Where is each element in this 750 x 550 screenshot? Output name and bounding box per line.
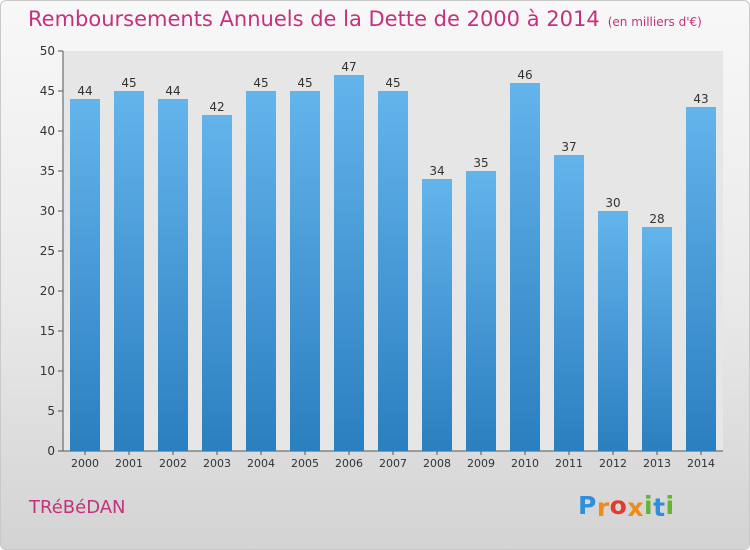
y-tick-label: 40 (40, 124, 55, 138)
bar-2012[interactable] (598, 211, 628, 451)
bar-2000[interactable] (70, 99, 100, 451)
chart-title: Remboursements Annuels de la Dette de 20… (28, 7, 600, 31)
logo-letter: P (578, 491, 597, 520)
bar-2011[interactable] (554, 155, 584, 451)
y-tick-label: 45 (40, 84, 55, 98)
bar-value-label: 30 (605, 196, 620, 210)
bar-value-label: 45 (385, 76, 400, 90)
bar-2010[interactable] (510, 83, 540, 451)
logo-letter: t (653, 493, 666, 522)
logo-letter: i (644, 491, 654, 520)
x-tick-label: 2001 (115, 457, 143, 470)
logo-letter: i (665, 491, 675, 520)
bar-value-label: 42 (209, 100, 224, 114)
x-tick-label: 2002 (159, 457, 187, 470)
y-tick-label: 15 (40, 324, 55, 338)
bar-2002[interactable] (158, 99, 188, 451)
bar-2008[interactable] (422, 179, 452, 451)
bar-2007[interactable] (378, 91, 408, 451)
x-tick-label: 2010 (511, 457, 539, 470)
x-tick-label: 2006 (335, 457, 363, 470)
x-tick-label: 2014 (687, 457, 715, 470)
bar-value-label: 45 (297, 76, 312, 90)
x-tick-label: 2007 (379, 457, 407, 470)
bar-value-label: 43 (693, 92, 708, 106)
bar-2014[interactable] (686, 107, 716, 451)
bar-2013[interactable] (642, 227, 672, 451)
y-tick-label: 30 (40, 204, 55, 218)
x-tick-label: 2012 (599, 457, 627, 470)
bar-value-label: 34 (429, 164, 444, 178)
bar-2009[interactable] (466, 171, 496, 451)
x-tick-label: 2011 (555, 457, 583, 470)
logo-letter: r (596, 493, 610, 522)
bar-value-label: 47 (341, 60, 356, 74)
y-tick-label: 25 (40, 244, 55, 258)
y-tick-label: 5 (47, 404, 55, 418)
bar-value-label: 46 (517, 68, 532, 82)
y-tick-label: 10 (40, 364, 55, 378)
bar-2005[interactable] (290, 91, 320, 451)
bar-value-label: 44 (77, 84, 92, 98)
x-tick-label: 2003 (203, 457, 231, 470)
x-tick-label: 2013 (643, 457, 671, 470)
x-tick-label: 2000 (71, 457, 99, 470)
x-tick-label: 2005 (291, 457, 319, 470)
logo-letter: o (609, 491, 628, 520)
y-tick-label: 20 (40, 284, 55, 298)
bar-value-label: 37 (561, 140, 576, 154)
y-tick-label: 50 (40, 44, 55, 58)
y-tick-label: 0 (47, 444, 55, 458)
bar-value-label: 45 (121, 76, 136, 90)
bar-value-label: 44 (165, 84, 180, 98)
commune-name: TRéBéDAN (29, 497, 126, 518)
x-tick-label: 2004 (247, 457, 275, 470)
y-tick-label: 35 (40, 164, 55, 178)
x-tick-label: 2009 (467, 457, 495, 470)
chart-unit-note: (en milliers d'€) (607, 15, 702, 29)
bar-2001[interactable] (114, 91, 144, 451)
bar-2004[interactable] (246, 91, 276, 451)
logo-letter: x (627, 493, 644, 522)
bar-2003[interactable] (202, 115, 232, 451)
bar-value-label: 35 (473, 156, 488, 170)
x-tick-label: 2008 (423, 457, 451, 470)
bar-value-label: 45 (253, 76, 268, 90)
chart-title-line: Remboursements Annuels de la Dette de 20… (28, 7, 702, 31)
bar-2006[interactable] (334, 75, 364, 451)
proxiti-logo[interactable]: Proxiti (578, 491, 675, 522)
bar-value-label: 28 (649, 212, 664, 226)
